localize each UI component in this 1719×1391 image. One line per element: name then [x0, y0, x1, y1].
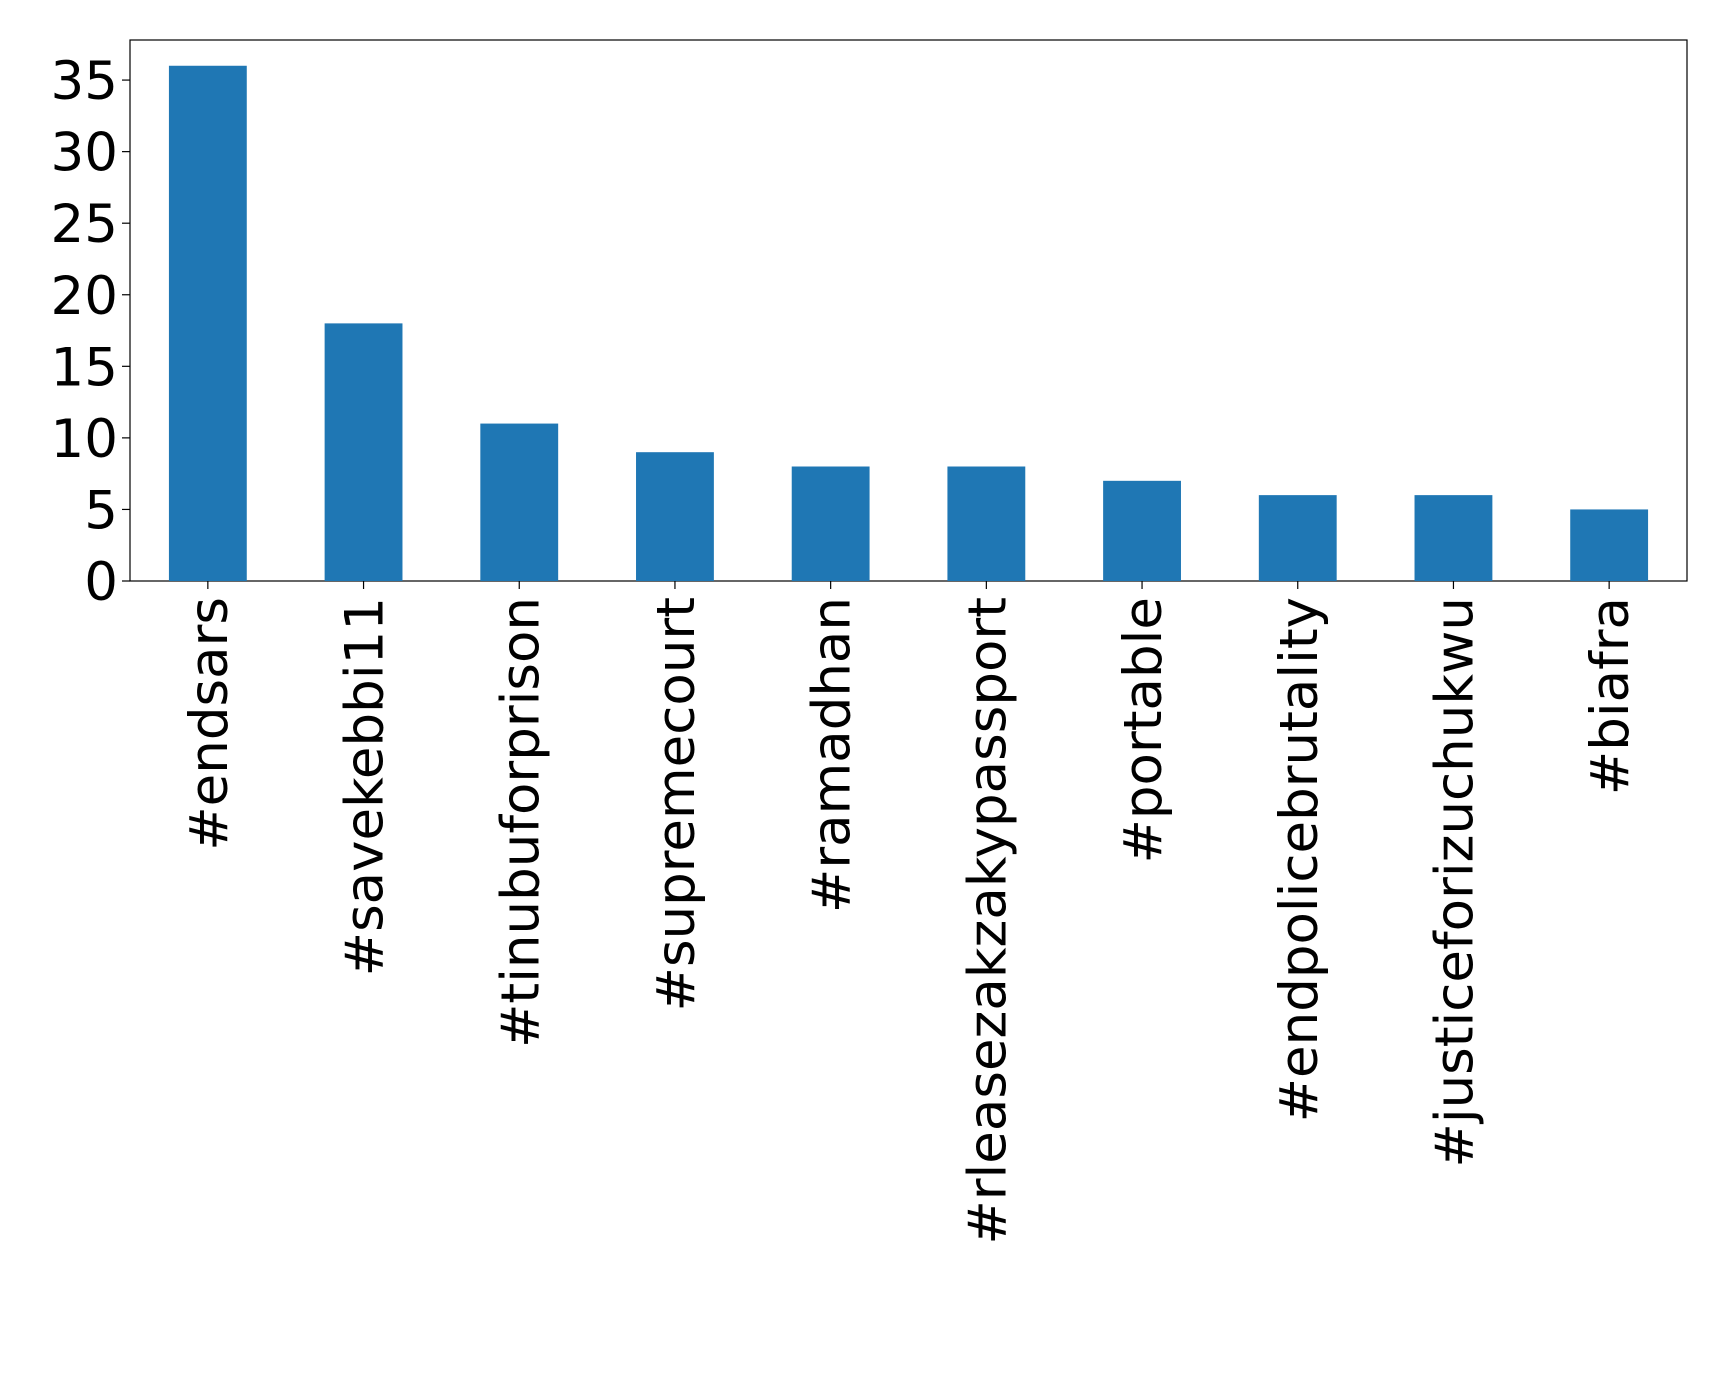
- y-tick-label: 15: [51, 337, 118, 398]
- axes-frame: [129, 39, 1688, 582]
- y-tick-label: 20: [51, 266, 118, 327]
- y-tick-label: 25: [51, 194, 118, 255]
- x-tick-label: #portable: [1113, 597, 1174, 864]
- x-tick-label: #rleasezakzakypassport: [957, 597, 1018, 1245]
- y-tick-label: 30: [51, 123, 118, 184]
- x-tick-label: #ramadhan: [802, 597, 863, 913]
- bar: [168, 65, 247, 581]
- y-tick-label: 5: [84, 480, 118, 541]
- x-tick-label: #biafra: [1580, 597, 1641, 795]
- bar: [1414, 495, 1493, 581]
- bar: [947, 466, 1026, 581]
- bar: [480, 423, 559, 581]
- x-tick-label: #tinubuforprison: [490, 597, 551, 1048]
- y-tick-label: 0: [84, 552, 118, 613]
- y-tick-label: 10: [51, 409, 118, 470]
- x-tick-label: #supremecourt: [646, 597, 707, 1011]
- bar: [1103, 480, 1181, 581]
- x-tick-label: #endsars: [179, 597, 240, 851]
- x-tick-label: #endpolicebrutality: [1269, 597, 1330, 1122]
- x-tick-label: #justiceforizuchukwu: [1424, 597, 1485, 1168]
- bar: [791, 466, 870, 581]
- bar: [1570, 509, 1649, 581]
- bar: [636, 452, 714, 581]
- bar: [324, 323, 403, 581]
- bar: [1258, 495, 1337, 581]
- x-tick-label: #savekebbi11: [335, 597, 396, 976]
- y-tick-label: 35: [51, 51, 118, 112]
